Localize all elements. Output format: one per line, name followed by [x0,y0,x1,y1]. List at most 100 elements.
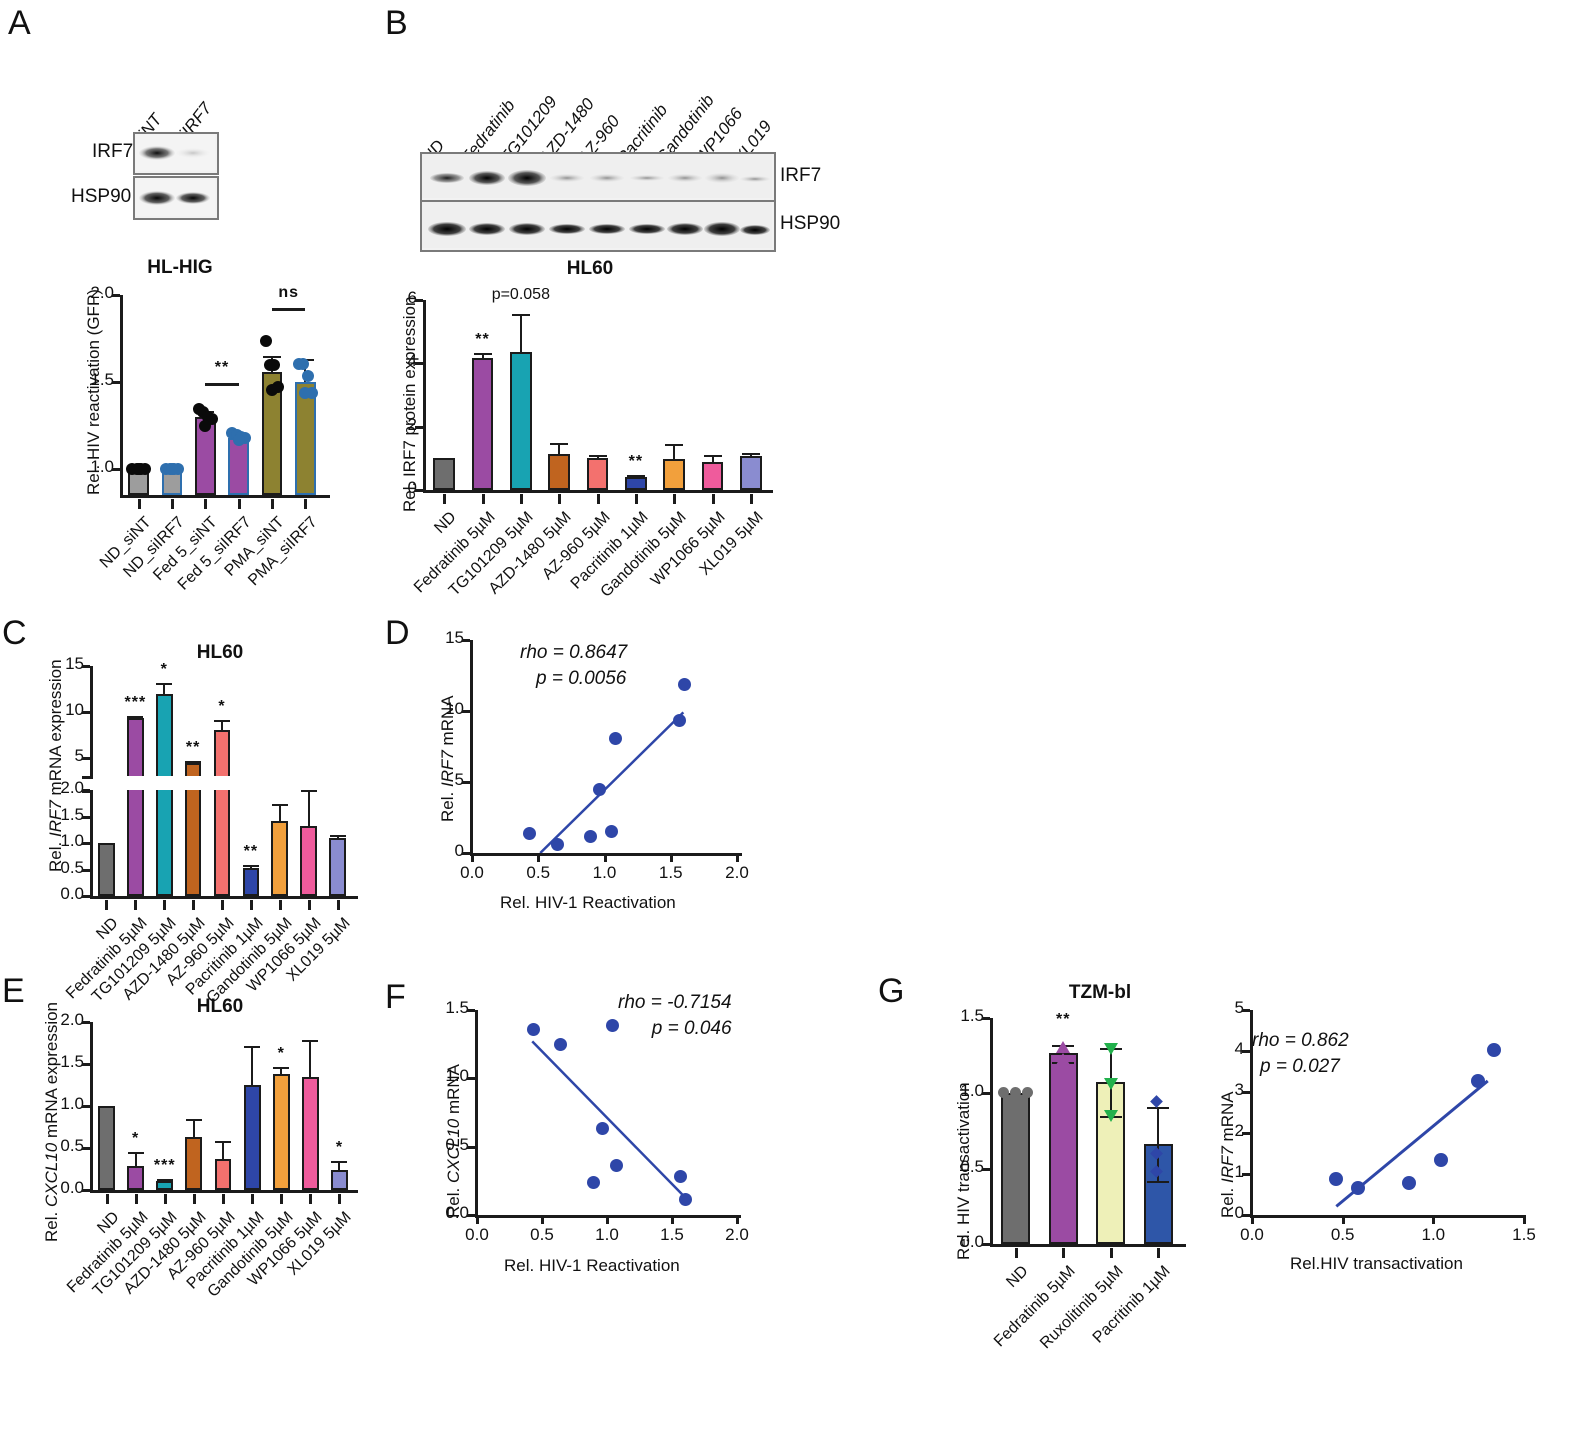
panel-b-xaxis [423,490,773,493]
panel-b-errorcap-1 [473,352,492,355]
panel-e-ytick-2: 1.0 [60,1094,84,1113]
panel-b-errorbar-1 [481,352,484,358]
panel-e-xtick-2 [163,1194,167,1204]
panel-c-bar-lower-3 [184,790,202,896]
panel-b-errorcap-8 [741,452,760,455]
panel-f-yaxis [475,1010,478,1217]
panel-g-scatter-xtick-2: 1.0 [1421,1225,1446,1244]
panel-c-bar-upper-1 [126,717,144,776]
panel-f-xtick-4: 2.0 [725,1225,749,1244]
panel-g-scatter-xtick-1-mark [1341,1215,1345,1224]
panel-a-xtick-1 [171,499,174,509]
panel-b-bar-3 [548,454,570,490]
panel-f-xtick-1: 0.5 [530,1225,554,1244]
panel-c-xtick-3 [192,900,196,910]
panel-f: F rho = -0.7154 p = 0.046 Rel. CXCL10 mR… [380,960,800,1290]
panel-a-sig-label-0: ** [214,358,230,376]
panel-g-datapoint-2-1 [1103,1077,1118,1090]
panel-c-bar-lower-0 [98,843,115,896]
panel-a-datapoint-5-2 [301,369,314,382]
panel-b-yaxis [423,300,426,492]
panel-c-bar-lower-4 [213,790,231,896]
panel-g-xtick-3 [1157,1248,1161,1258]
panel-c-bar-upper-2 [155,694,173,776]
panel-c-xtick-6 [278,900,282,910]
panel-c-bar-upper-3 [184,762,202,776]
panel-b-blot: NDFedratinibTG101209AZD-1480AZ-960Pacrit… [380,0,860,279]
panel-e-bar-6 [272,1073,290,1190]
panel-d-ytick-2-mark [462,710,470,713]
panel-f-rho: rho = -0.7154 [618,992,732,1013]
panel-b-errorcap-4 [588,455,607,458]
panel-c-bar-lower-6 [271,820,289,896]
panel-a-ytick-2: 2.0 [90,283,114,302]
panel-b-xtick-0 [443,494,447,504]
panel-c-ytick-low-2-mark [82,842,90,845]
panel-c-letter: C [2,614,27,652]
panel-g-ytick-2: 1.0 [960,1081,984,1101]
panel-f-ytick-2: 1.0 [445,1066,469,1086]
panel-e-xtick-4 [222,1194,225,1204]
blot-row-label-irf7: IRF7 [92,141,134,162]
panel-c-xtick-7 [307,900,311,910]
panel-g-scatter-ytick-5: 5 [1234,998,1244,1017]
panel-b-xtick-2 [519,494,523,504]
panel-g-xtick-0 [1014,1248,1018,1258]
panel-g-scatter-point-3 [1434,1153,1449,1168]
panel-e-ytick-1-mark [82,1147,90,1150]
blot-band-box-irf7 [420,152,776,202]
panel-f-xtick-2-mark [606,1215,609,1224]
panel-a-datapoint-3-4 [232,434,245,447]
panel-a-datapoint-1-4 [166,462,178,475]
panel-b-xtick-5 [634,494,638,504]
panel-c-ytick-low-0: 0.0 [60,884,84,903]
panel-c-errorbar-4 [221,720,223,730]
panel-d-xtick-0-mark [471,853,474,862]
panel-f-ytick-1-mark [467,1145,475,1149]
panel-a-xaxis [120,495,330,498]
panel-f-point-2 [586,1176,600,1190]
panel-c-ytick-up-1: 10 [65,699,84,719]
panel-d-yaxis [470,640,473,855]
panel-e-errorcap-8 [331,1160,348,1163]
panel-e-xtick-1 [134,1194,138,1204]
blot-band-box-irf7 [133,132,219,175]
panel-d-ylabel-prefix: Rel. [438,787,457,822]
panel-c-errorcap-7 [300,790,317,792]
panel-c-bar-upper-4 [213,729,231,776]
panel-e-errorcap-3 [185,1118,202,1121]
panel-a-xtick-4 [271,499,274,509]
panel-a-datapoint-4-4 [266,383,278,396]
panel-e-errorbar-4 [222,1140,224,1159]
panel-g-datapoint-0-1 [1009,1087,1021,1099]
panel-c-xtick-8 [336,900,340,910]
panel-f-stats: rho = -0.7154 p = 0.046 [618,990,732,1041]
panel-c-errorbar-6 [278,803,281,821]
panel-e-errorcap-1 [127,1152,144,1155]
panel-g-scatter-xtick-2-mark [1432,1215,1436,1224]
panel-f-point-4 [606,1019,620,1033]
panel-g-scatter-xtick-3: 1.5 [1512,1225,1536,1244]
panel-d-point-3 [593,783,607,797]
panel-c-errorcap-5 [242,865,259,868]
panel-g-scatter-ytick-4-mark [1242,1050,1250,1053]
panel-g-errorbar-3 [1157,1106,1160,1181]
panel-e-xtick-7 [309,1194,313,1204]
panel-a-ytick-1-mark [112,380,120,384]
panel-f-point-7 [679,1193,693,1207]
blot-row-label-hsp90: HSP90 [780,213,841,234]
panel-g-xlabel-1: Fedratinib 5µM [991,1262,1079,1351]
panel-b-bar-1 [471,357,494,490]
panel-e-xtick-5 [251,1194,255,1204]
panel-d: D rho = 0.8647 p = 0.0056 Rel. IRF7 mRNA… [380,610,800,912]
panel-f-point-3 [595,1122,609,1136]
panel-f-xtick-1-mark [541,1215,544,1224]
panel-d-ytick-3-mark [462,639,470,642]
panel-g-ytick-3-mark [982,1017,990,1020]
panel-c-errorbar-2 [163,682,166,695]
panel-f-letter: F [385,978,406,1016]
panel-e-errorbar-7 [309,1040,312,1077]
panel-d-xtick-1-mark [537,853,541,862]
panel-b-sig-2: p=0.058 [491,285,550,303]
panel-e-xaxis [90,1190,358,1193]
